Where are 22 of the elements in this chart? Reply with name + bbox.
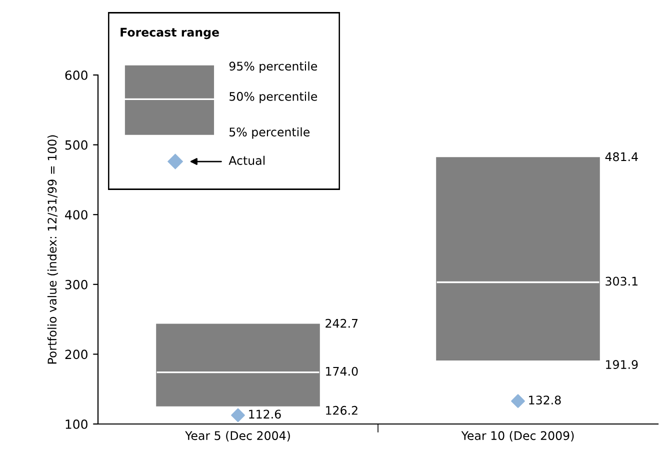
annotation: 5% percentile [230,127,310,139]
x-tick-label: Year 5 (Dec 2004) [185,430,290,442]
text: 95% percentile [229,61,318,73]
data-label: 112.6 [249,410,281,419]
annotation: 126.2 [326,406,358,415]
y-tick-label: 300 [65,280,88,290]
y-tick-label: 200 [65,350,88,360]
x-tick-label: Year 10 (Dec 2009) [461,430,574,442]
y-tick-label: 600 [65,70,88,80]
y-tick-label: 400 [65,210,88,220]
annotation: 481.4 [605,152,638,162]
annotation: 50% percentile [230,92,318,104]
text: Actual [228,156,265,165]
annotation: 174.0 [326,366,358,376]
annotation: 242.7 [326,318,358,328]
annotation: 303.1 [606,276,638,286]
data-label: 132.8 [529,396,561,405]
legend-title: Forecast range [120,28,219,40]
y-tick-label: 100 [66,419,88,429]
annotation: 191.9 [606,360,638,369]
y-axis-title: Portfolio value (index: 12/31/99 = 100) [47,135,58,364]
y-tick-label: 500 [65,140,88,150]
